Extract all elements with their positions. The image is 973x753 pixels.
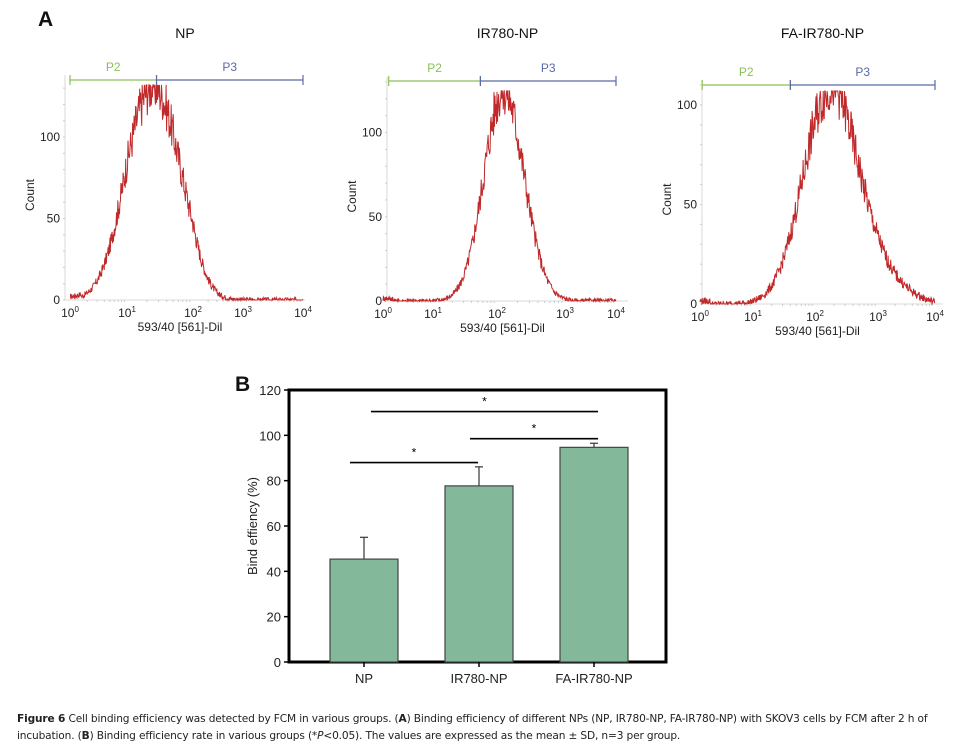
histogram-title: NP	[175, 25, 194, 41]
x-tick-label: 104	[294, 305, 312, 320]
x-tick-label: FA-IR780-NP	[555, 671, 632, 686]
y-tick-label: 120	[259, 383, 281, 398]
x-tick-label: 103	[234, 305, 252, 320]
gate-label-p3: P3	[222, 60, 237, 74]
bar-fa-ir780-np	[559, 446, 629, 663]
histogram-curve	[69, 84, 304, 302]
caption-intro: Cell binding efficiency was detected by …	[65, 713, 399, 725]
histogram-ir780-np: IR780-NP 0 50 100 Count 100 101 102 103 104 593/40…	[345, 25, 628, 335]
caption-a-text: ) Binding efficiency of different NPs (N…	[17, 713, 928, 742]
caption-a-label: A	[398, 713, 407, 725]
x-tick-label: 100	[61, 305, 79, 320]
y-tick-label: 50	[684, 197, 698, 211]
y-tick-label: 40	[267, 564, 281, 579]
y-axis-label: Count	[23, 178, 37, 211]
gate-label-p2: P2	[427, 61, 442, 75]
x-tick-label: 101	[424, 306, 442, 321]
y-tick-label: 60	[267, 519, 281, 534]
y-tick-label: 50	[47, 212, 61, 226]
y-axis-label: Count	[660, 183, 674, 216]
histogram-title: FA-IR780-NP	[781, 25, 864, 41]
caption-end-text: <0.05). The values are expressed as the …	[323, 730, 681, 742]
x-tick-label: 104	[926, 309, 944, 324]
bar-chart-binding-efficiency: 0 20 40 60 80 100 120 Bind effiency (%) NP IR780-…	[245, 383, 668, 686]
gate-label-p2: P2	[739, 65, 754, 79]
significance-star: *	[532, 422, 537, 436]
y-axis-label: Bind effiency (%)	[245, 477, 260, 575]
x-tick-label: 104	[607, 306, 625, 321]
x-tick-label: 102	[488, 306, 506, 321]
y-tick-label: 50	[369, 210, 383, 224]
x-tick-label: IR780-NP	[450, 671, 507, 686]
histogram-curve	[382, 90, 617, 303]
y-tick-label: 80	[267, 474, 281, 489]
y-tick-label: 0	[274, 655, 281, 670]
x-tick-label: 101	[744, 309, 762, 324]
x-tick-label: NP	[355, 671, 373, 686]
significance-star: *	[482, 395, 487, 409]
x-tick-label: 102	[806, 309, 824, 324]
y-tick-label: 0	[690, 297, 697, 311]
caption-figure-label: Figure 6	[17, 713, 66, 725]
histogram-curve	[699, 90, 936, 306]
significance-star: *	[412, 446, 417, 460]
bar-np	[329, 558, 399, 663]
caption-p-text: P	[317, 730, 324, 742]
gate-label-p2: P2	[106, 60, 121, 74]
y-tick-label: 100	[40, 130, 60, 144]
gate-label-p3: P3	[855, 65, 870, 79]
y-axis-label: Count	[345, 180, 359, 213]
histogram-fa-ir780-np: FA-IR780-NP 0 50 100 Count 100 101 102 103 104 593…	[660, 25, 944, 338]
x-axis-label: 593/40 [561]-Dil	[775, 324, 860, 338]
histogram-np: NP 0 50 100 Count 100 101 102 103 104 593/40 [561]…	[23, 25, 312, 334]
y-tick-label: 0	[53, 293, 60, 307]
gate-label-p3: P3	[541, 61, 556, 75]
x-tick-label: 103	[869, 309, 887, 324]
x-axis-label: 593/40 [561]-Dil	[460, 321, 545, 335]
y-tick-label: 20	[267, 610, 281, 625]
x-tick-label: 100	[691, 309, 709, 324]
y-tick-label: 100	[362, 126, 382, 140]
y-tick-label: 100	[677, 98, 697, 112]
y-tick-label: 0	[375, 294, 382, 308]
x-tick-label: 101	[118, 305, 136, 320]
caption-b-label: B	[81, 730, 90, 742]
figure-caption: Figure 6 Cell binding efficiency was det…	[17, 711, 967, 745]
x-tick-label: 102	[184, 305, 202, 320]
bar-ir780-np	[444, 485, 514, 663]
x-tick-label: 103	[556, 306, 574, 321]
caption-b-text: ) Binding efficiency rate in various gro…	[89, 730, 318, 742]
panel-a-label: A	[38, 8, 54, 31]
x-tick-label: 100	[374, 306, 392, 321]
x-axis-label: 593/40 [561]-Dil	[138, 320, 223, 334]
histogram-title: IR780-NP	[477, 25, 538, 41]
panel-b-label: B	[235, 373, 251, 396]
y-tick-label: 100	[259, 428, 281, 443]
